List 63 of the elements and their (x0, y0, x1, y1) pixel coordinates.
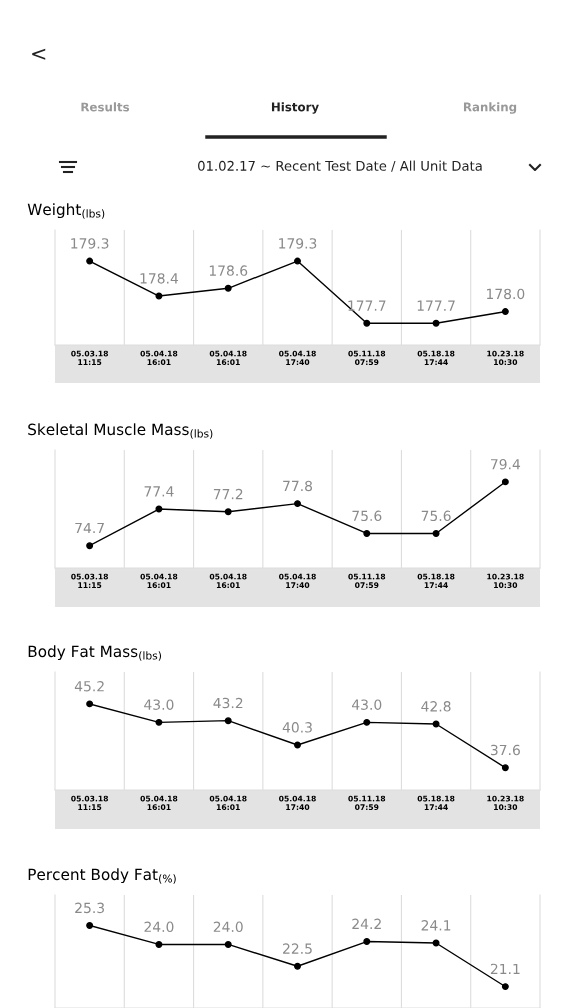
chart-title: Percent Body Fat$_{(%)}$ (28, 868, 176, 884)
data-label: 40.3 (282, 722, 312, 733)
point (155, 940, 163, 948)
text: 01.02.17 ~ Recent Test Date / All Unit Data (198, 160, 482, 172)
chart-title: Body Fat Mass$_{(lbs)}$ (28, 645, 162, 661)
data-label: 77.2 (213, 488, 243, 500)
data-label: 25.3 (75, 902, 104, 914)
data-label: 74.7 (75, 522, 104, 534)
point (363, 319, 371, 327)
point (501, 983, 509, 991)
data-label: 79.4 (491, 458, 521, 470)
data-label: 45.2 (74, 680, 104, 692)
point (363, 938, 371, 946)
point (501, 478, 509, 486)
data-label: 21.1 (490, 963, 520, 975)
point (224, 940, 232, 948)
point (294, 962, 301, 970)
point (155, 505, 163, 513)
point (86, 257, 94, 265)
point (86, 700, 94, 708)
text: History (271, 102, 319, 114)
point (432, 529, 440, 537)
data-label: 22.5 (283, 943, 312, 954)
data-label: 179.3 (71, 238, 109, 249)
point (155, 292, 163, 300)
data-label: 24.2 (352, 918, 381, 929)
text: Results (81, 102, 130, 112)
text: < (32, 48, 46, 60)
point (224, 717, 232, 725)
point (432, 319, 440, 327)
chart-title: Weight$_{(lbs)}$ (27, 203, 105, 219)
data-label: 177.7 (348, 300, 386, 311)
text: Ranking (463, 102, 517, 114)
data-label: 77.4 (144, 486, 174, 497)
point (294, 257, 301, 265)
data-label: 178.4 (140, 273, 179, 284)
point (155, 718, 163, 726)
data-label: 43.2 (213, 697, 243, 709)
data-label: 77.8 (283, 480, 313, 492)
data-label: 37.6 (490, 744, 520, 756)
data-label: 24.0 (144, 921, 174, 933)
data-label: 178.0 (487, 288, 525, 300)
point (86, 542, 94, 550)
data-label: 42.8 (421, 701, 451, 712)
point (363, 718, 371, 726)
data-label: 178.6 (209, 265, 248, 276)
chart-title: Skeletal Muscle Mass$_{(lbs)}$ (28, 423, 213, 439)
data-label: 75.6 (421, 510, 451, 522)
point (224, 508, 232, 516)
point (294, 500, 301, 508)
point (501, 308, 509, 316)
data-label: 179.3 (279, 238, 317, 249)
data-label: 43.0 (352, 699, 382, 710)
point (501, 764, 509, 772)
point (86, 922, 94, 930)
data-label: 43.0 (144, 699, 174, 710)
data-label: 177.7 (417, 300, 455, 311)
point (294, 741, 301, 749)
point (363, 529, 371, 537)
data-label: 75.6 (352, 510, 382, 522)
point (224, 284, 232, 292)
data-label: 24.1 (421, 920, 451, 931)
data-label: 24.0 (213, 921, 243, 933)
